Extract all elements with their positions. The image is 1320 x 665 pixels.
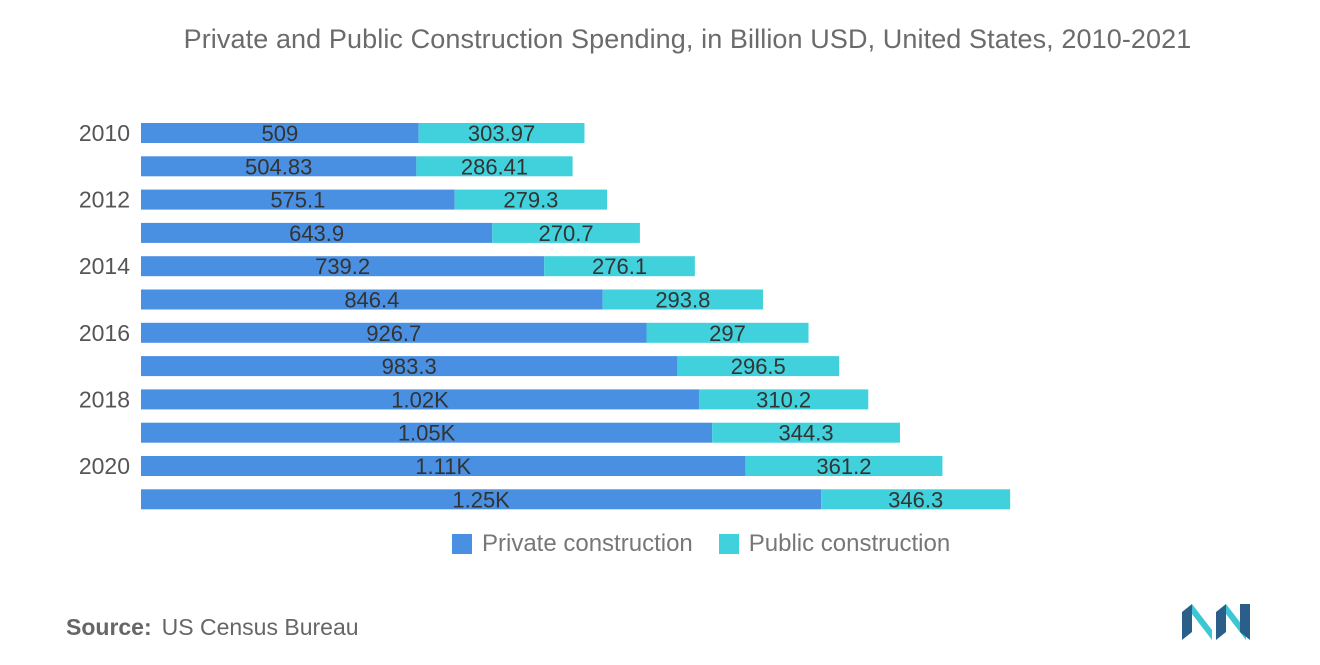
bar-label-public-2020: 361.2	[816, 454, 871, 479]
y-tick-label-2010: 2010	[79, 120, 130, 146]
bar-label-public-2015: 293.8	[655, 288, 710, 313]
bar-public-2013	[492, 222, 640, 243]
bar-label-private-2020: 1.11K	[415, 454, 471, 479]
source-label: Source:	[66, 614, 152, 640]
bar-public-2011	[416, 156, 573, 177]
legend-label-private: Private construction	[482, 530, 693, 557]
y-tick-label-2012: 2012	[79, 187, 130, 213]
bar-label-private-2011: 504.83	[245, 154, 312, 179]
y-tick-label-2016: 2016	[79, 320, 130, 346]
bar-label-public-2010: 303.97	[468, 121, 535, 146]
bar-label-private-2019: 1.05K	[398, 421, 456, 446]
bar-label-public-2013: 270.7	[539, 221, 594, 246]
bar-label-private-2018: 1.02K	[391, 387, 449, 412]
mordor-intelligence-logo-icon	[1182, 604, 1250, 640]
y-tick-label-2018: 2018	[79, 386, 130, 412]
bar-public-2017	[677, 356, 840, 377]
chart-legend: Private construction Public construction	[452, 530, 976, 558]
bar-label-private-2013: 643.9	[289, 221, 344, 246]
bar-public-2020	[745, 456, 943, 476]
bar-private-2015	[141, 289, 603, 310]
legend-swatch-public	[718, 534, 739, 554]
bar-private-2010	[141, 123, 419, 143]
bar-label-public-2021: 346.3	[888, 487, 943, 512]
bar-label-public-2011: 286.41	[461, 154, 528, 179]
bar-public-2012	[454, 189, 608, 210]
bar-public-2018	[699, 389, 869, 410]
bar-label-private-2021: 1.25K	[452, 487, 510, 512]
bar-private-2020	[141, 456, 746, 476]
source-text: US Census Bureau	[161, 614, 359, 640]
bar-label-public-2019: 344.3	[779, 421, 834, 446]
bar-public-2016	[646, 322, 809, 343]
bar-private-2018	[141, 389, 700, 410]
bar-label-public-2016: 297	[709, 321, 746, 346]
bar-private-2019	[141, 422, 713, 443]
bar-label-public-2014: 276.1	[592, 254, 647, 279]
bar-private-2013	[141, 222, 493, 243]
bar-label-public-2018: 310.2	[756, 387, 811, 412]
bar-private-2014	[141, 256, 545, 277]
bar-private-2021	[141, 489, 822, 510]
bar-private-2016	[141, 322, 647, 343]
legend-item-public[interactable]: Public construction	[718, 530, 951, 558]
y-tick-label-2014: 2014	[79, 253, 130, 279]
source-note: Source: US Census Bureau	[66, 614, 359, 641]
bar-label-private-2017: 983.3	[382, 354, 437, 379]
chart-title: Private and Public Construction Spending…	[183, 24, 1192, 54]
bar-private-2012	[141, 189, 455, 210]
bar-public-2019	[712, 422, 900, 443]
legend-item-private[interactable]: Private construction	[452, 530, 693, 558]
bar-label-public-2017: 296.5	[731, 354, 786, 379]
bar-public-2010	[418, 123, 585, 143]
bar-label-private-2010: 509	[261, 121, 298, 146]
bar-private-2011	[141, 156, 417, 177]
bar-label-private-2015: 846.4	[344, 288, 399, 313]
bar-private-2017	[141, 356, 678, 377]
bar-label-private-2012: 575.1	[270, 188, 325, 213]
bar-public-2021	[821, 489, 1011, 510]
bar-public-2015	[602, 289, 763, 310]
y-tick-label-2020: 2020	[79, 453, 130, 479]
bar-public-2014	[544, 256, 695, 277]
bar-label-private-2014: 739.2	[315, 254, 370, 279]
bar-label-private-2016: 926.7	[366, 321, 421, 346]
legend-swatch-private	[452, 534, 472, 554]
bar-label-public-2012: 279.3	[503, 188, 558, 213]
legend-label-public: Public construction	[748, 530, 951, 557]
